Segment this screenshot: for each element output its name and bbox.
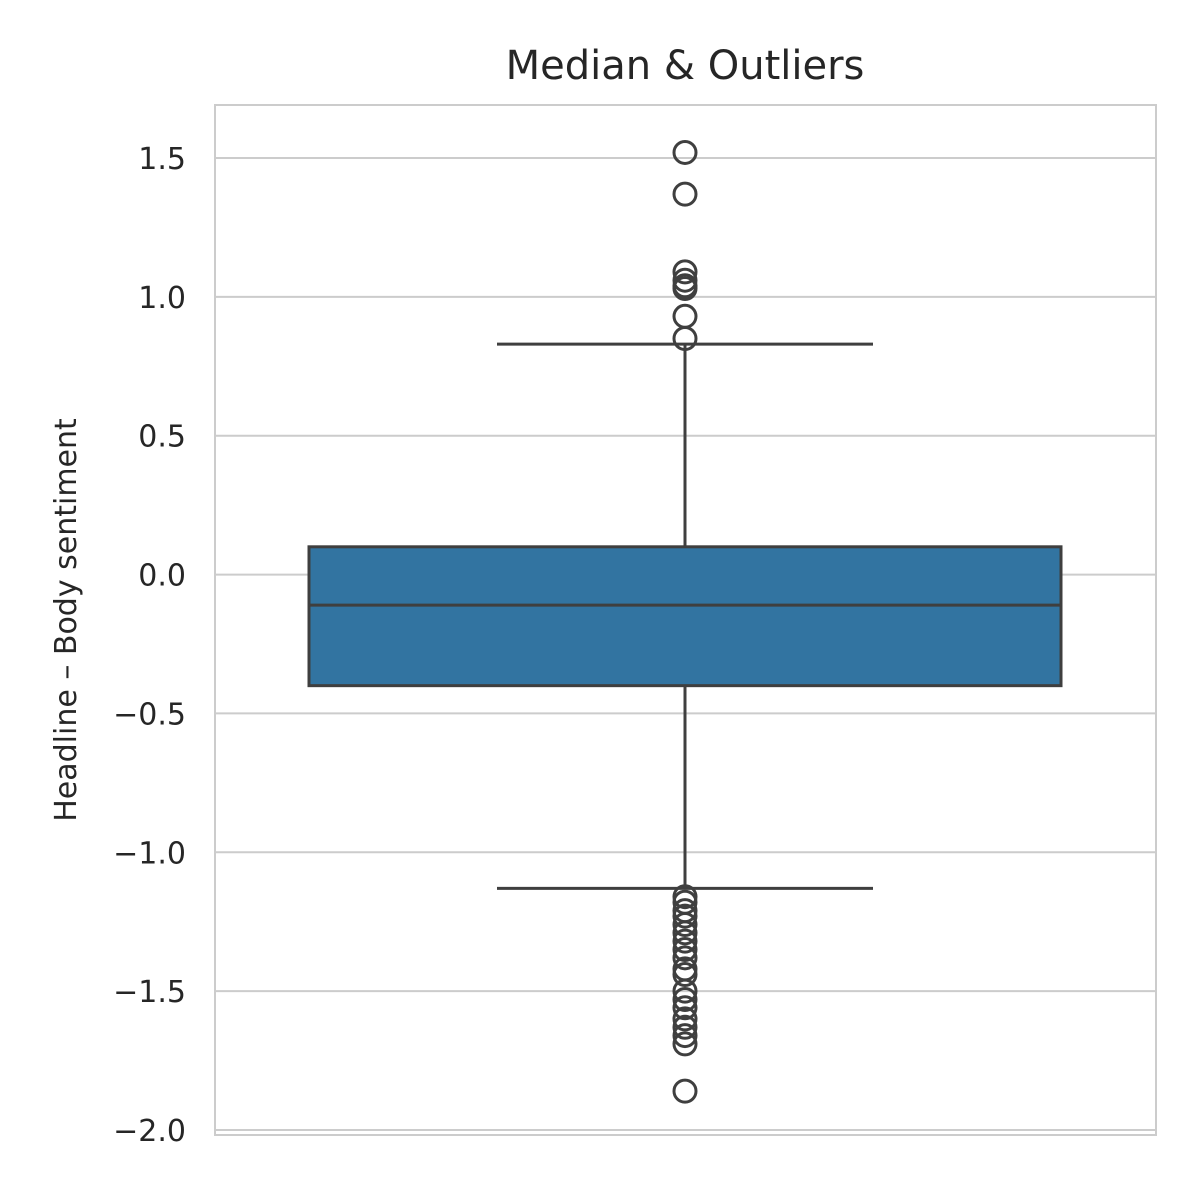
outlier-point: [672, 181, 698, 207]
outlier-points: [672, 139, 698, 1104]
outlier-point: [672, 259, 698, 285]
outlier-point: [672, 936, 698, 962]
outlier-point: [672, 995, 698, 1021]
outlier-point: [672, 945, 698, 971]
outlier-point: [672, 276, 698, 302]
y-tick-label: −2.0: [113, 1114, 186, 1149]
y-tick-label: 1.0: [138, 281, 186, 316]
outlier-point: [672, 139, 698, 165]
outlier-point: [672, 920, 698, 946]
y-axis-label: Headline – Body sentiment: [49, 418, 84, 822]
outlier-point: [672, 326, 698, 352]
outlier-point: [672, 1023, 698, 1049]
y-tick-label: 0.0: [138, 559, 186, 594]
y-tick-label: −0.5: [113, 697, 186, 732]
outlier-point: [672, 911, 698, 937]
y-tick-label: 0.5: [138, 420, 186, 455]
box-plot: [307, 342, 1063, 890]
plot-frame: [214, 104, 1157, 1136]
outlier-point: [672, 303, 698, 329]
outlier-point: [672, 1014, 698, 1040]
outlier-point: [672, 928, 698, 954]
y-tick-label: 1.5: [138, 142, 186, 177]
y-tick-labels: 1.5 1.0 0.5 0.0 −0.5 −1.0 −1.5 −2.0: [113, 142, 186, 1149]
outlier-point: [672, 903, 698, 929]
outlier-point: [672, 986, 698, 1012]
outlier-point: [672, 1006, 698, 1032]
outlier-point: [672, 1078, 698, 1104]
y-tick-label: −1.0: [113, 836, 186, 871]
outlier-point: [672, 978, 698, 1004]
y-tick-label: −1.5: [113, 975, 186, 1010]
iqr-box: [307, 545, 1063, 688]
outlier-point: [672, 961, 698, 987]
outlier-point: [672, 1031, 698, 1057]
chart-title: Median & Outliers: [506, 43, 865, 89]
